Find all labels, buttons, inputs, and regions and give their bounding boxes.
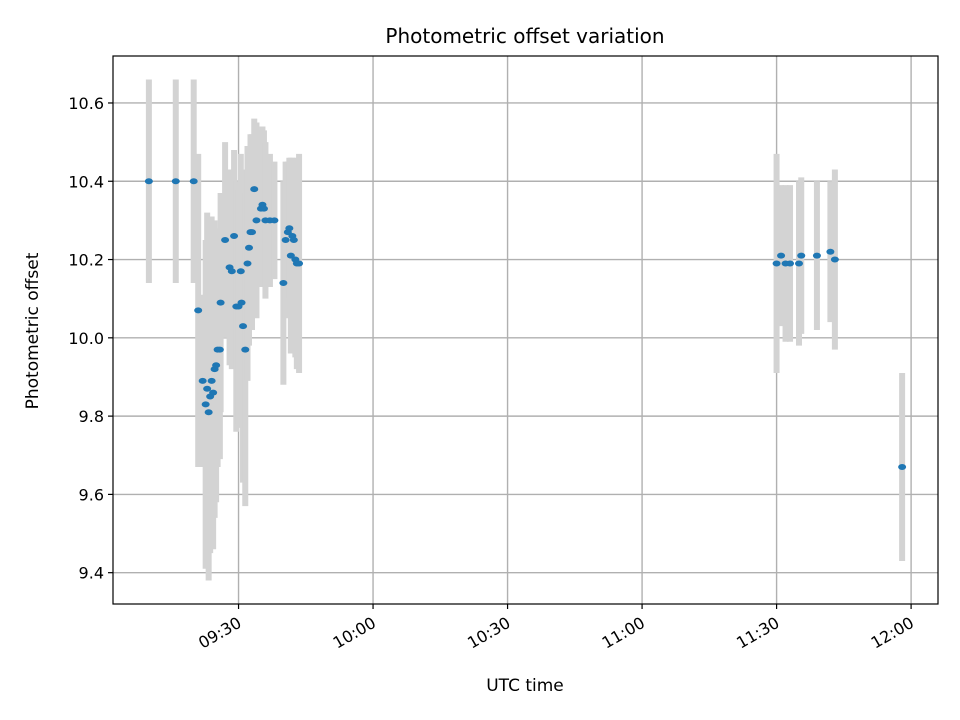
data-point xyxy=(786,260,795,267)
data-points xyxy=(144,178,907,470)
data-point xyxy=(212,362,221,369)
y-tick-label: 9.6 xyxy=(79,485,104,504)
data-point xyxy=(285,225,294,232)
data-point xyxy=(237,299,246,306)
y-axis: 9.4 9.6 9.8 10.0 10.2 10.4 10.6 xyxy=(68,94,113,583)
data-point xyxy=(227,268,236,275)
data-point xyxy=(189,178,198,185)
data-point xyxy=(236,268,245,275)
data-point xyxy=(247,229,256,236)
y-tick-label: 10.0 xyxy=(68,329,104,348)
x-axis-label: UTC time xyxy=(486,676,564,696)
data-point xyxy=(230,233,239,240)
y-tick-label: 10.2 xyxy=(68,251,104,270)
data-point xyxy=(830,256,839,263)
data-point xyxy=(797,252,806,259)
data-point xyxy=(243,260,252,267)
data-point xyxy=(826,248,835,255)
y-tick-label: 9.8 xyxy=(79,407,104,426)
data-point xyxy=(795,260,804,267)
data-point xyxy=(207,377,216,384)
data-point xyxy=(204,409,213,416)
y-axis-label: Photometric offset xyxy=(23,252,43,409)
data-point xyxy=(286,252,295,259)
data-point xyxy=(245,244,254,251)
data-point xyxy=(221,236,230,243)
data-point xyxy=(203,385,212,392)
plot-frame xyxy=(112,55,939,605)
data-point xyxy=(171,178,180,185)
data-point xyxy=(295,260,304,267)
data-point xyxy=(216,299,225,306)
data-point xyxy=(777,252,786,259)
data-point xyxy=(259,205,268,212)
data-point xyxy=(281,236,290,243)
data-point xyxy=(812,252,821,259)
data-point xyxy=(209,389,218,396)
y-tick-label: 10.6 xyxy=(68,94,104,113)
data-point xyxy=(144,178,153,185)
data-point xyxy=(239,323,248,330)
data-point xyxy=(198,377,207,384)
data-point xyxy=(270,217,279,224)
data-point xyxy=(215,346,224,353)
data-point xyxy=(241,346,250,353)
data-point xyxy=(252,217,261,224)
data-point xyxy=(250,186,259,193)
data-point xyxy=(898,464,907,470)
y-tick-label: 9.4 xyxy=(79,564,104,583)
data-point xyxy=(279,280,288,287)
data-point xyxy=(772,260,781,267)
data-point xyxy=(194,307,203,314)
data-point xyxy=(201,401,210,408)
y-tick-label: 10.4 xyxy=(68,172,104,191)
chart-title: Photometric offset variation xyxy=(385,24,664,48)
data-point xyxy=(289,236,298,243)
